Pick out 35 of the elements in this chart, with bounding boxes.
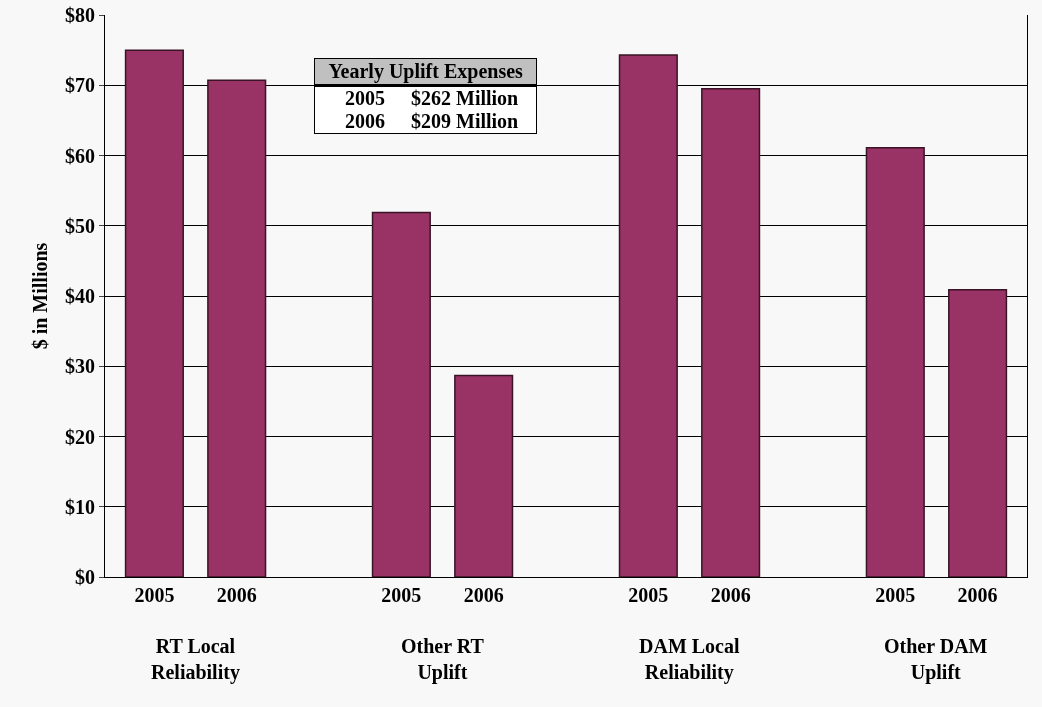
y-tick-label: $80 [65, 4, 95, 26]
x-tick-label: RT Local Reliability [151, 635, 240, 684]
annotation: 2006 [344, 110, 386, 134]
text: 2006 [463, 584, 504, 606]
y-tick-label: $20 [65, 425, 95, 448]
bar [371, 211, 431, 577]
text: 2005 [628, 584, 669, 606]
bar [948, 288, 1008, 577]
y-tick-label: $30 [65, 355, 95, 378]
bar [454, 374, 514, 577]
y-axis-title: $ in Millions [28, 242, 51, 350]
bar [124, 49, 184, 577]
text: 2005 [875, 584, 916, 606]
series-label: 2006 [216, 584, 257, 606]
annotation: $262 Million [410, 86, 520, 110]
bar [207, 79, 267, 577]
bar [701, 88, 761, 577]
x-tick-label: DAM Local Reliability [639, 635, 740, 684]
text: 2006 [710, 584, 751, 606]
x-tick-label: Other DAM Uplift [884, 635, 988, 684]
x-tick-label: Other RT Uplift [401, 635, 485, 684]
bar [618, 54, 678, 577]
y-tick-label: $70 [65, 74, 95, 97]
series-label: 2005 [134, 584, 175, 606]
y-tick-label: $60 [65, 144, 95, 167]
text: 2006 [957, 584, 998, 606]
bar [865, 147, 925, 577]
y-tick-label: $10 [65, 495, 95, 518]
annotation: Yearly Uplift Expenses [314, 58, 537, 86]
y-tick-label: $50 [65, 214, 95, 237]
annotation: 2005 [344, 86, 386, 110]
text: 2005 [381, 584, 422, 606]
y-tick-label: $0 [75, 566, 95, 588]
y-tick-label: $40 [65, 285, 95, 307]
annotation: $209 Million [410, 110, 520, 134]
